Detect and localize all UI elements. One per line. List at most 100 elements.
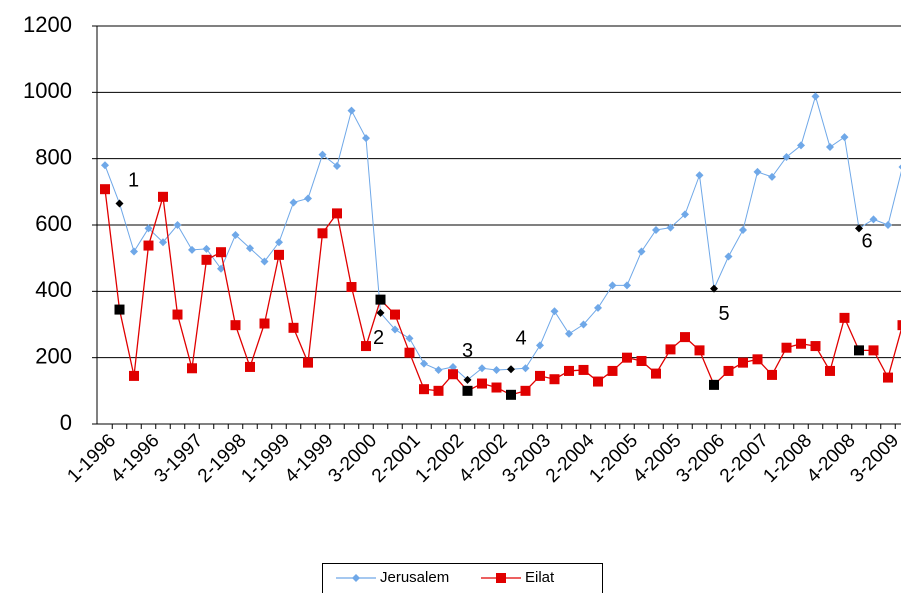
- series-line: [104, 94, 901, 381]
- point: [796, 338, 806, 349]
- point: [288, 322, 299, 333]
- x-tick-label: 4-2005: [629, 430, 686, 487]
- point: [216, 247, 226, 258]
- point: [883, 372, 893, 383]
- point: [172, 309, 183, 320]
- point: [811, 92, 820, 101]
- point: [897, 320, 901, 331]
- point: [492, 365, 501, 374]
- point: [202, 244, 211, 253]
- point: [826, 143, 834, 152]
- point: [159, 238, 167, 247]
- point: [275, 238, 283, 247]
- point: [579, 320, 588, 329]
- point: [607, 365, 618, 376]
- point: [274, 249, 284, 260]
- x-tick-label: 3-2000: [324, 430, 381, 487]
- point: [550, 307, 559, 316]
- point: [491, 382, 502, 393]
- point: [419, 384, 429, 395]
- point: [346, 282, 357, 293]
- point: [709, 379, 719, 390]
- point: [578, 364, 589, 375]
- point: [752, 354, 763, 365]
- point: [854, 345, 864, 356]
- point: [448, 369, 458, 380]
- point: [231, 230, 240, 239]
- point: [738, 357, 748, 368]
- point: [535, 370, 545, 381]
- point: [868, 345, 879, 356]
- point: [608, 281, 617, 290]
- point: [753, 167, 762, 176]
- x-tick-label: 1-1999: [237, 430, 294, 487]
- point: [665, 344, 676, 355]
- legend-marker: [352, 574, 360, 582]
- legend-box: [322, 563, 603, 593]
- point: [259, 318, 270, 329]
- point: [173, 221, 182, 229]
- point: [507, 365, 515, 374]
- legend-marker: [496, 573, 506, 583]
- annotation: 6: [861, 231, 872, 253]
- point: [434, 365, 443, 374]
- point: [898, 164, 901, 170]
- point: [304, 194, 312, 203]
- point: [478, 364, 486, 373]
- legend-label: Eilat: [525, 569, 555, 586]
- point: [884, 221, 892, 229]
- point: [724, 252, 733, 261]
- x-tick-label: 4-1996: [107, 430, 164, 487]
- point: [680, 332, 690, 343]
- x-tick-label: 2-1998: [194, 430, 251, 487]
- point: [260, 257, 269, 266]
- point: [318, 150, 327, 159]
- point: [100, 184, 110, 195]
- x-tick-label: 4-2008: [803, 430, 860, 487]
- point: [723, 365, 734, 376]
- y-tick-label: 200: [35, 343, 72, 368]
- x-tick-label: 4-1999: [281, 430, 338, 487]
- point: [636, 355, 647, 366]
- x-tick-label: 3-1997: [150, 430, 207, 487]
- point: [433, 385, 444, 396]
- point: [710, 284, 718, 293]
- x-tick-label: 4-2002: [455, 430, 512, 487]
- point: [520, 385, 531, 396]
- point: [130, 247, 138, 256]
- point: [463, 375, 472, 384]
- annotation: 5: [718, 303, 729, 325]
- point: [681, 210, 689, 219]
- point: [405, 334, 414, 343]
- point: [855, 224, 863, 233]
- point: [289, 198, 298, 207]
- point: [695, 171, 704, 180]
- point: [115, 199, 124, 208]
- point: [593, 376, 603, 387]
- point: [332, 208, 342, 219]
- point: [143, 240, 154, 251]
- point: [376, 308, 385, 317]
- point: [782, 153, 791, 162]
- point: [217, 264, 225, 273]
- point: [245, 361, 255, 372]
- point: [666, 223, 675, 232]
- point: [594, 303, 602, 312]
- x-tick-label: 1-1996: [63, 430, 120, 487]
- x-tick-label: 2-2001: [368, 430, 425, 487]
- point: [361, 341, 371, 352]
- point: [317, 228, 328, 239]
- point: [375, 294, 386, 305]
- point: [694, 345, 705, 356]
- point: [564, 365, 574, 376]
- x-tick-label: 2-2007: [716, 430, 773, 487]
- point: [781, 342, 792, 353]
- point: [767, 369, 777, 380]
- point: [158, 191, 168, 202]
- annotation: 1: [128, 170, 139, 192]
- annotation: 3: [462, 340, 473, 362]
- point: [362, 134, 370, 143]
- point: [840, 133, 849, 142]
- x-tick-label: 1-2005: [585, 430, 642, 487]
- point: [101, 161, 109, 170]
